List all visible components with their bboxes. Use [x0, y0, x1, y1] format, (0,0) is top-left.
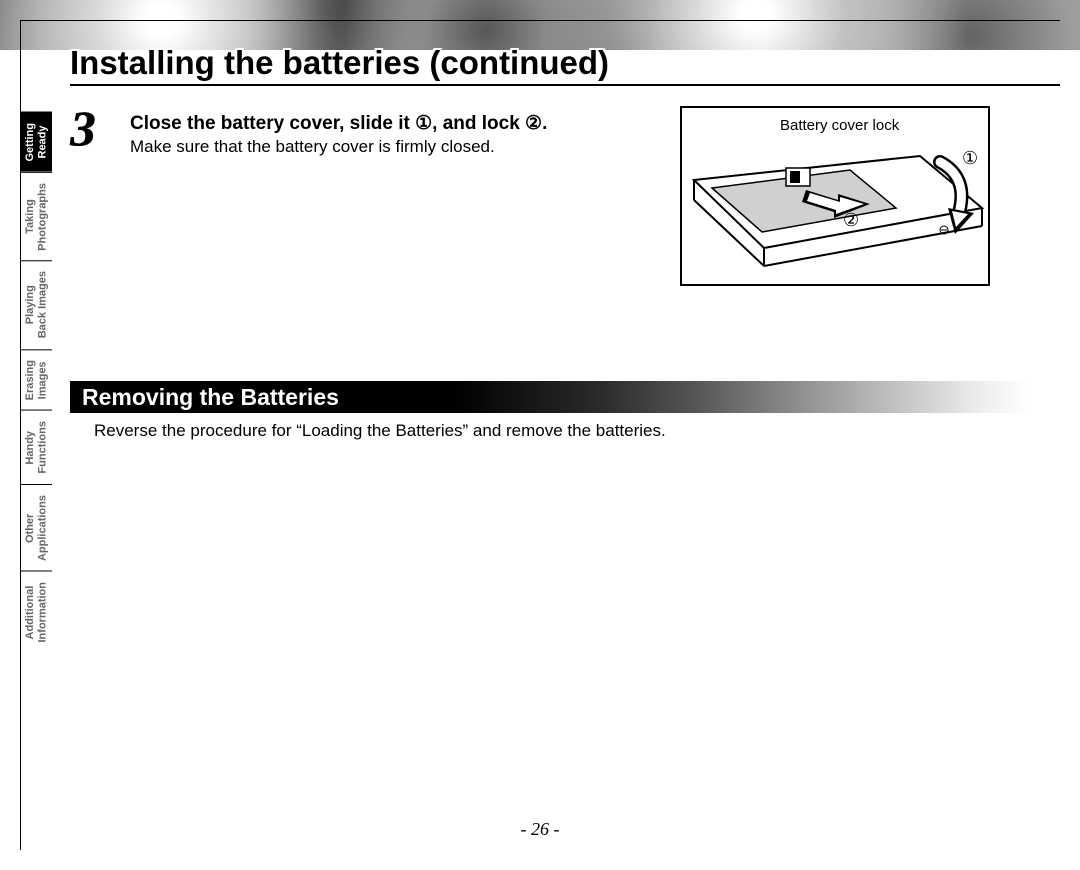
- tab-taking-photographs[interactable]: TakingPhotographs: [20, 172, 52, 261]
- main-content: 3 Close the battery cover, slide it ①, a…: [70, 108, 1030, 441]
- section-heading: Removing the Batteries: [70, 381, 1030, 413]
- tab-handy-functions[interactable]: HandyFunctions: [20, 410, 52, 484]
- page-title: Installing the batteries (continued): [70, 44, 609, 82]
- battery-cover-diagram: Battery cover lock ①: [680, 106, 990, 286]
- tab-erasing-images[interactable]: ErasingImages: [20, 349, 52, 410]
- tab-getting-ready[interactable]: GettingReady: [20, 112, 52, 172]
- svg-text:②: ②: [843, 210, 859, 230]
- tab-playing-back-images[interactable]: PlayingBack Images: [20, 260, 52, 348]
- page-number: - 26 -: [0, 819, 1080, 840]
- tab-additional-information[interactable]: AdditionalInformation: [20, 571, 52, 653]
- side-tabs: GettingReady TakingPhotographs PlayingBa…: [20, 112, 52, 652]
- step-number: 3: [70, 108, 120, 157]
- title-underline: [70, 84, 1060, 86]
- diagram-label: Battery cover lock: [780, 117, 900, 134]
- section-body: Reverse the procedure for “Loading the B…: [70, 413, 1030, 441]
- svg-text:①: ①: [962, 148, 978, 168]
- tab-other-applications[interactable]: OtherApplications: [20, 484, 52, 571]
